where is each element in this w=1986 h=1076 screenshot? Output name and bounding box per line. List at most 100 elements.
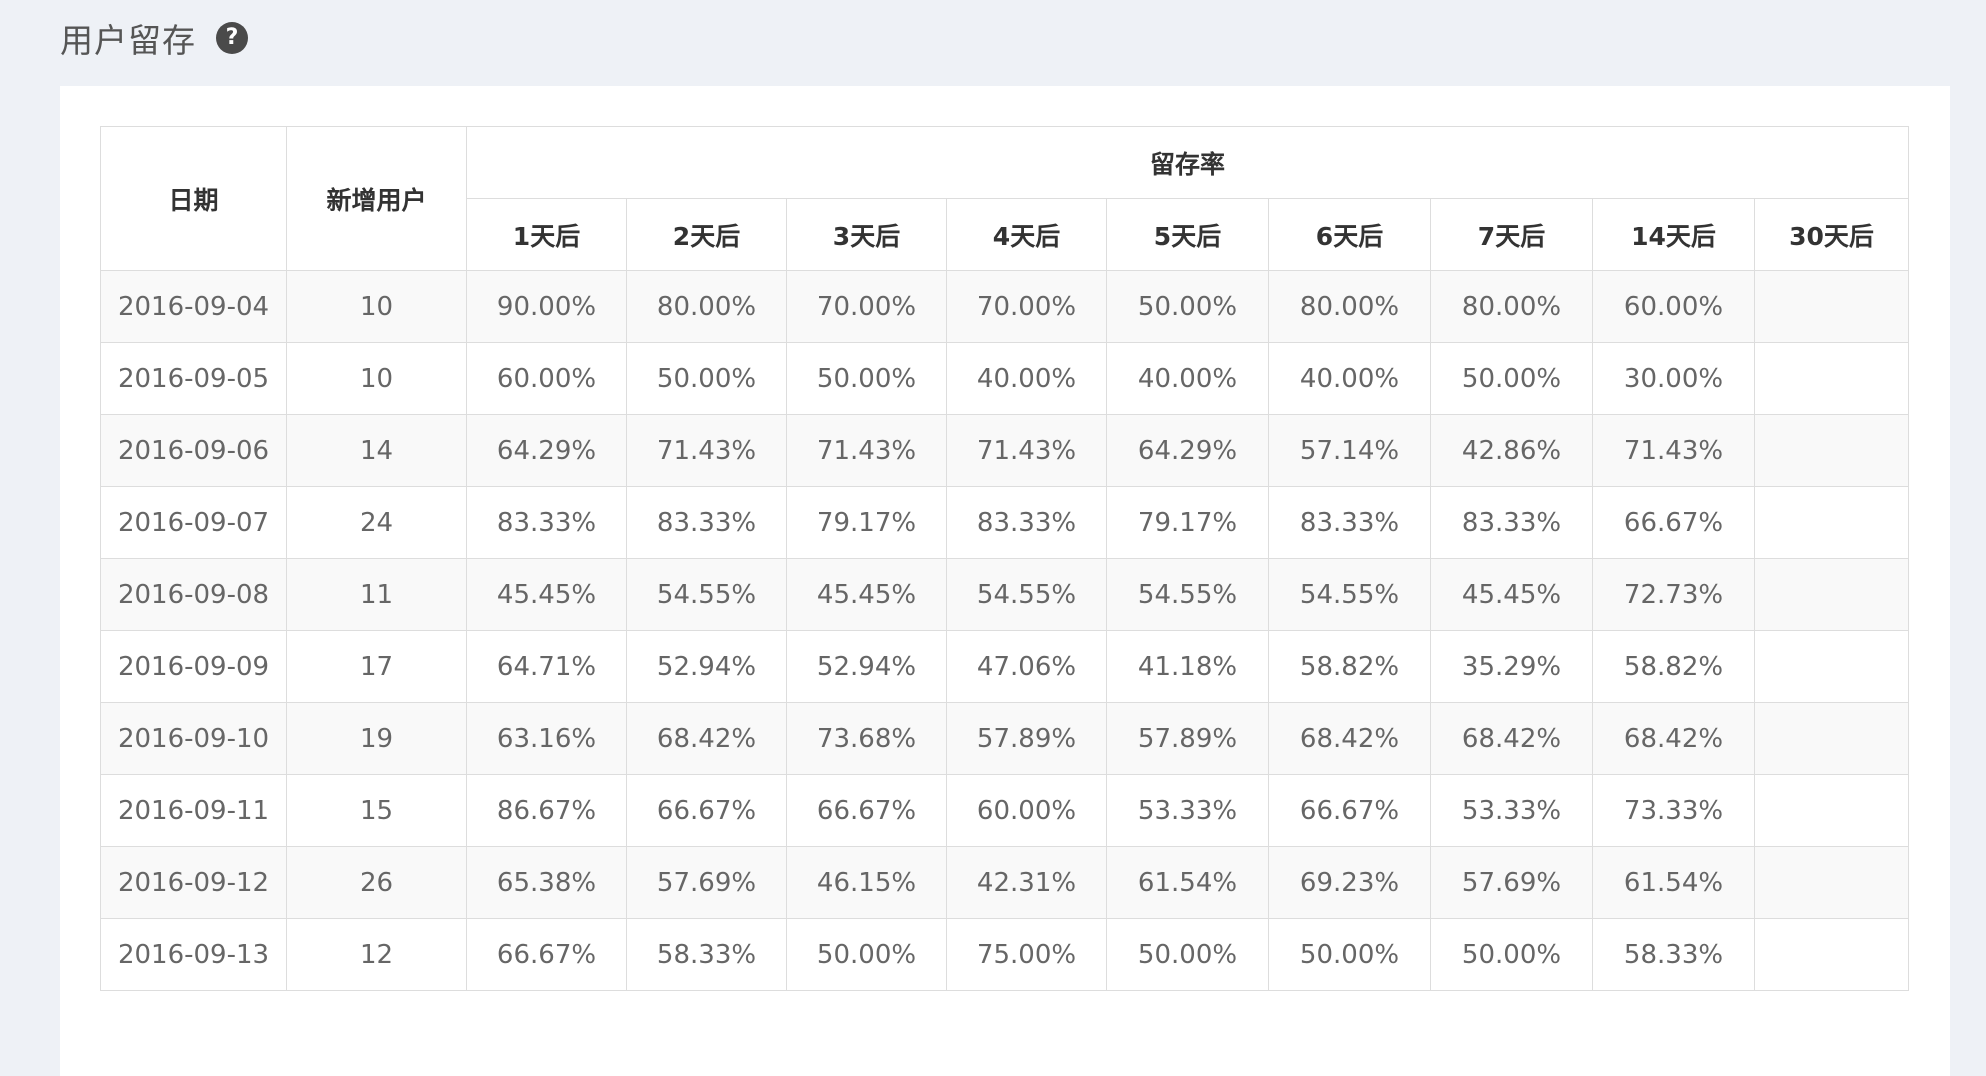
retention-card: 日期 新增用户 留存率 1天后 2天后 3天后 4天后 5天后 6天后 7天后 … [60, 86, 1950, 1076]
rate-cell: 68.42% [626, 702, 787, 775]
rate-cell [1753, 270, 1910, 343]
rate-cell: 61.54% [1592, 846, 1755, 919]
column-header-retention-group: 留存率 [465, 126, 1910, 199]
rate-cell: 50.00% [786, 918, 947, 991]
rate-cell: 45.45% [786, 558, 947, 631]
rate-cell: 50.00% [626, 342, 787, 415]
rate-cell: 58.82% [1592, 630, 1755, 703]
new-users-cell: 17 [286, 630, 467, 703]
rate-cell: 54.55% [626, 558, 787, 631]
page-header: 用户留存 ? [60, 12, 248, 64]
table-row: 2016-09-07 24 83.33% 83.33% 79.17% 83.33… [100, 486, 1910, 559]
rate-cell: 57.89% [1106, 702, 1269, 775]
date-cell: 2016-09-04 [100, 270, 287, 343]
rate-cell: 80.00% [1268, 270, 1431, 343]
table-row: 2016-09-12 26 65.38% 57.69% 46.15% 42.31… [100, 846, 1910, 919]
column-header-day: 1天后 [466, 198, 627, 271]
new-users-cell: 10 [286, 270, 467, 343]
rate-cell: 66.67% [1592, 486, 1755, 559]
column-header-day: 4天后 [946, 198, 1107, 271]
new-users-cell: 26 [286, 846, 467, 919]
rate-cell: 69.23% [1268, 846, 1431, 919]
rate-cell [1753, 630, 1910, 703]
rate-cell: 83.33% [466, 486, 627, 559]
rate-cell: 60.00% [466, 342, 627, 415]
rate-cell [1753, 342, 1910, 415]
rate-cell: 47.06% [946, 630, 1107, 703]
table-row: 2016-09-11 15 86.67% 66.67% 66.67% 60.00… [100, 774, 1910, 847]
rate-cell: 40.00% [1106, 342, 1269, 415]
date-cell: 2016-09-10 [100, 702, 287, 775]
rate-cell: 71.43% [786, 414, 947, 487]
column-header-day: 2天后 [626, 198, 787, 271]
rate-cell: 79.17% [786, 486, 947, 559]
rate-cell: 54.55% [1106, 558, 1269, 631]
rate-cell: 68.42% [1592, 702, 1755, 775]
date-cell: 2016-09-11 [100, 774, 287, 847]
header-row-days: 1天后 2天后 3天后 4天后 5天后 6天后 7天后 14天后 30天后 [101, 198, 1910, 271]
rate-cell: 63.16% [466, 702, 627, 775]
rate-cell: 58.82% [1268, 630, 1431, 703]
new-users-cell: 15 [286, 774, 467, 847]
rate-cell [1753, 846, 1910, 919]
rate-cell: 86.67% [466, 774, 627, 847]
rate-cell: 79.17% [1106, 486, 1269, 559]
rate-cell: 66.67% [466, 918, 627, 991]
table-row: 2016-09-08 11 45.45% 54.55% 45.45% 54.55… [100, 558, 1910, 631]
rate-cell: 60.00% [1592, 270, 1755, 343]
rate-cell [1753, 558, 1910, 631]
rate-cell: 57.14% [1268, 414, 1431, 487]
rate-cell: 66.67% [786, 774, 947, 847]
rate-cell: 75.00% [946, 918, 1107, 991]
rate-cell: 54.55% [1268, 558, 1431, 631]
rate-cell: 57.69% [626, 846, 787, 919]
rate-cell: 64.71% [466, 630, 627, 703]
rate-cell [1753, 702, 1910, 775]
rate-cell [1753, 414, 1910, 487]
new-users-cell: 24 [286, 486, 467, 559]
rate-cell: 45.45% [1430, 558, 1593, 631]
rate-cell: 73.68% [786, 702, 947, 775]
rate-cell: 54.55% [946, 558, 1107, 631]
rate-cell: 68.42% [1430, 702, 1593, 775]
rate-cell: 42.86% [1430, 414, 1593, 487]
rate-cell: 64.29% [1106, 414, 1269, 487]
rate-cell: 71.43% [626, 414, 787, 487]
rate-cell: 83.33% [1268, 486, 1431, 559]
rate-cell: 71.43% [946, 414, 1107, 487]
rate-cell: 64.29% [466, 414, 627, 487]
rate-cell: 30.00% [1592, 342, 1755, 415]
retention-table: 日期 新增用户 留存率 1天后 2天后 3天后 4天后 5天后 6天后 7天后 … [100, 126, 1910, 991]
column-header-date: 日期 [100, 126, 287, 271]
rate-cell: 53.33% [1430, 774, 1593, 847]
column-header-day: 3天后 [786, 198, 947, 271]
rate-cell: 57.69% [1430, 846, 1593, 919]
question-circle-icon[interactable]: ? [216, 22, 248, 54]
rate-cell: 72.73% [1592, 558, 1755, 631]
column-header-day: 5天后 [1106, 198, 1269, 271]
rate-cell [1753, 918, 1910, 991]
date-cell: 2016-09-05 [100, 342, 287, 415]
rate-cell: 50.00% [786, 342, 947, 415]
date-cell: 2016-09-07 [100, 486, 287, 559]
date-cell: 2016-09-06 [100, 414, 287, 487]
rate-cell: 45.45% [466, 558, 627, 631]
rate-cell [1753, 486, 1910, 559]
new-users-cell: 12 [286, 918, 467, 991]
rate-cell: 71.43% [1592, 414, 1755, 487]
rate-cell: 68.42% [1268, 702, 1431, 775]
rate-cell: 53.33% [1106, 774, 1269, 847]
header-row-group: 日期 新增用户 留存率 [100, 126, 1910, 271]
rate-cell: 70.00% [946, 270, 1107, 343]
rate-cell: 58.33% [1592, 918, 1755, 991]
date-cell: 2016-09-12 [100, 846, 287, 919]
rate-cell: 60.00% [946, 774, 1107, 847]
rate-cell: 35.29% [1430, 630, 1593, 703]
rate-cell: 50.00% [1268, 918, 1431, 991]
rate-cell: 66.67% [1268, 774, 1431, 847]
new-users-cell: 14 [286, 414, 467, 487]
rate-cell: 83.33% [1430, 486, 1593, 559]
table-row: 2016-09-13 12 66.67% 58.33% 50.00% 75.00… [100, 918, 1910, 991]
column-header-day: 6天后 [1268, 198, 1431, 271]
rate-cell: 80.00% [626, 270, 787, 343]
